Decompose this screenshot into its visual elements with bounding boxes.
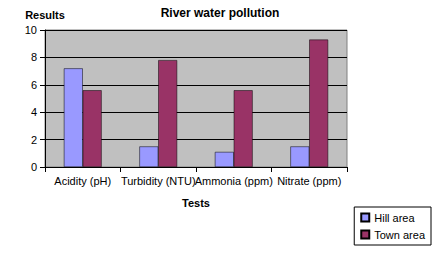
svg-text:2: 2 [31, 134, 37, 146]
svg-text:Tests: Tests [182, 197, 210, 209]
svg-text:4: 4 [31, 106, 37, 118]
svg-text:10: 10 [25, 24, 37, 36]
svg-text:6: 6 [31, 79, 37, 91]
svg-text:Turbidity (NTU): Turbidity (NTU) [121, 175, 196, 187]
svg-text:Results: Results [25, 9, 65, 21]
svg-text:Town area: Town area [374, 229, 426, 241]
svg-text:Hill area: Hill area [374, 212, 415, 224]
svg-text:Ammonia (ppm): Ammonia (ppm) [195, 175, 273, 187]
svg-text:Nitrate (ppm): Nitrate (ppm) [277, 175, 341, 187]
svg-text:River water pollution: River water pollution [161, 6, 280, 20]
svg-text:8: 8 [31, 51, 37, 63]
svg-text:Acidity (pH): Acidity (pH) [54, 175, 111, 187]
svg-text:0: 0 [31, 161, 37, 173]
